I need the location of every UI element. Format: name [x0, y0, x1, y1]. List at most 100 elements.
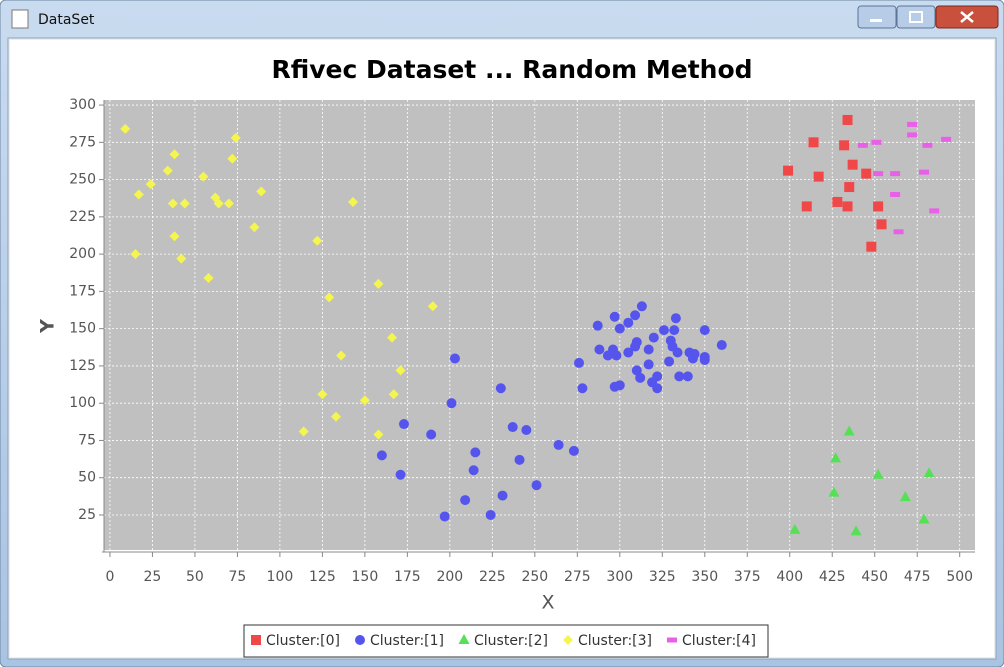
point [873, 171, 884, 177]
point [373, 429, 384, 440]
point [426, 429, 437, 440]
x-tick-label: 325 [649, 569, 676, 585]
point [176, 253, 187, 264]
maximize-button[interactable] [896, 5, 936, 29]
point [871, 139, 882, 145]
point [179, 198, 190, 209]
point [941, 136, 952, 142]
point [398, 419, 409, 430]
x-tick-label: 200 [436, 569, 463, 585]
point [312, 235, 323, 246]
y-tick-label: 125 [69, 358, 96, 374]
y-tick-label: 150 [69, 321, 96, 337]
point [828, 486, 840, 497]
point [923, 467, 935, 478]
legend-label: Cluster:[4] [682, 633, 756, 649]
x-tick-label: 475 [904, 569, 931, 585]
point [614, 323, 625, 334]
point [899, 491, 911, 502]
legend-symbol [563, 635, 573, 645]
point [330, 411, 341, 422]
point [230, 132, 241, 143]
plot-area [104, 100, 975, 550]
point [553, 439, 564, 450]
x-tick-label: 500 [946, 569, 973, 585]
x-tick-label: 225 [479, 569, 506, 585]
point [594, 344, 605, 355]
legend-item: Cluster:[0] [251, 633, 340, 649]
point [495, 383, 506, 394]
point [832, 196, 843, 207]
point [468, 465, 479, 476]
legend-item: Cluster:[1] [355, 633, 444, 649]
legend-box [243, 624, 769, 658]
point [373, 278, 384, 289]
point [507, 422, 518, 433]
point [592, 320, 603, 331]
point [521, 425, 532, 436]
x-tick-label: 425 [819, 569, 846, 585]
x-tick-label: 450 [861, 569, 888, 585]
point [658, 325, 669, 336]
x-tick-label: 75 [228, 569, 246, 585]
point [636, 301, 647, 312]
point [395, 365, 406, 376]
point [699, 325, 710, 336]
legend: Cluster:[0] Cluster:[1] Cluster:[2] Cluster… [243, 624, 769, 658]
point [611, 350, 622, 361]
point [890, 171, 901, 177]
point [830, 452, 842, 463]
point [669, 325, 680, 336]
point [630, 341, 641, 352]
point [249, 222, 260, 233]
point [568, 445, 579, 456]
x-tick-label: 400 [776, 569, 803, 585]
point [387, 332, 398, 343]
point [336, 350, 347, 361]
minimize-button[interactable] [857, 5, 897, 29]
x-tick-label: 50 [186, 569, 204, 585]
point [876, 219, 887, 230]
point [699, 354, 710, 365]
x-tick-label: 150 [352, 569, 379, 585]
point [842, 114, 853, 125]
point [470, 447, 481, 458]
point [298, 426, 309, 437]
legend-symbol [355, 635, 365, 645]
point [317, 389, 328, 400]
x-tick-label: 250 [521, 569, 548, 585]
point [844, 182, 855, 193]
point [643, 344, 654, 355]
point [223, 198, 234, 209]
grid [99, 100, 975, 557]
point [783, 165, 794, 176]
point [614, 380, 625, 391]
point [670, 313, 681, 324]
point [203, 272, 214, 283]
x-tick-label: 25 [144, 569, 162, 585]
point [866, 241, 877, 252]
app-icon [11, 9, 29, 29]
point [789, 523, 801, 534]
point [446, 398, 457, 409]
point [674, 371, 685, 382]
legend-label: Cluster:[1] [370, 633, 444, 649]
y-tick-label: 275 [69, 134, 96, 150]
chart-title: Rfivec Dataset ... Random Method [271, 55, 752, 84]
legend-symbol [458, 634, 470, 644]
point [145, 179, 156, 190]
point [623, 347, 634, 358]
close-icon [960, 11, 974, 23]
point [648, 332, 659, 343]
point [167, 198, 178, 209]
point [907, 132, 918, 138]
point [890, 192, 901, 198]
point [922, 142, 933, 148]
point [395, 469, 406, 480]
point [664, 356, 675, 367]
point [919, 169, 930, 175]
window-title: DataSet [38, 12, 95, 28]
y-tick-label: 100 [69, 395, 96, 411]
point [213, 198, 224, 209]
